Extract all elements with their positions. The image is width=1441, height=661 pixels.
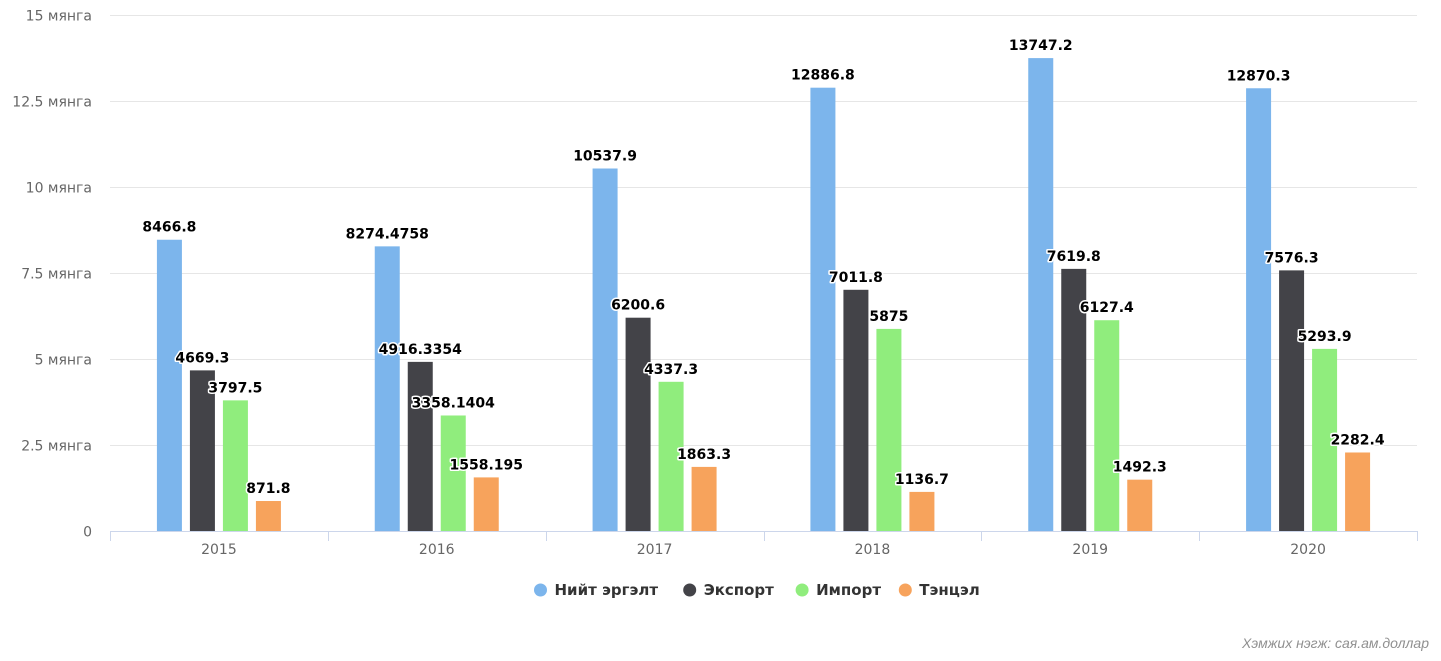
bar[interactable] (255, 501, 281, 531)
bars (156, 58, 1371, 532)
legend-marker-icon (795, 583, 809, 597)
bar[interactable] (374, 246, 400, 531)
data-label: 5293.9 (1298, 329, 1352, 345)
y-tick-label: 5 мянга (35, 353, 92, 369)
legend-item[interactable]: Нийт эргэлт (534, 581, 658, 599)
y-axis-labels: 0 2.5 мянга 5 мянга 7.5 мянга 10 мянга 12.5 м… (12, 9, 92, 541)
data-label: 6200.6 (611, 298, 665, 314)
data-label: 3358.1404 (412, 395, 496, 411)
bar[interactable] (843, 289, 869, 531)
bar[interactable] (1279, 270, 1305, 531)
x-tick-label: 2016 (419, 542, 455, 558)
legend-item[interactable]: Тэнцэл (898, 581, 980, 599)
bar[interactable] (1094, 320, 1120, 531)
data-label: 12886.8 (791, 68, 855, 84)
bar[interactable] (1246, 88, 1272, 531)
y-tick-label: 7.5 мянга (21, 267, 92, 283)
bar[interactable] (1061, 268, 1087, 531)
data-label: 7576.3 (1265, 250, 1319, 266)
bar[interactable] (1127, 479, 1153, 531)
bar[interactable] (407, 361, 433, 531)
data-label: 1558.195 (449, 457, 523, 473)
data-label: 6127.4 (1080, 300, 1134, 316)
data-label: 3797.5 (208, 380, 262, 396)
bar[interactable] (909, 491, 935, 531)
bar[interactable] (625, 317, 651, 531)
legend-label: Нийт эргэлт (555, 581, 659, 599)
legend: Нийт эргэлт Экспорт Импорт Тэнцэл (534, 581, 980, 599)
bar[interactable] (592, 168, 618, 531)
data-label: 2282.4 (1331, 432, 1385, 448)
x-tick-label: 2019 (1072, 542, 1108, 558)
bar[interactable] (691, 466, 717, 531)
x-tick-label: 2020 (1290, 542, 1326, 558)
data-label: 4337.3 (644, 362, 698, 378)
data-label: 10537.9 (573, 148, 637, 164)
data-label: 871.8 (246, 481, 290, 497)
bar[interactable] (156, 239, 182, 532)
bar[interactable] (1345, 452, 1371, 531)
bar[interactable] (189, 370, 215, 531)
x-axis: 2015 2016 2017 2018 2019 2020 (110, 531, 1418, 558)
data-label: 4916.3354 (379, 342, 463, 358)
unit-credit: Хэмжих нэгж: сая.ам.доллар (1241, 635, 1429, 651)
y-tick-label: 10 мянга (26, 181, 92, 197)
bar[interactable] (222, 400, 248, 531)
y-tick-label: 0 (83, 525, 92, 541)
legend-item[interactable]: Экспорт (683, 581, 774, 599)
bar[interactable] (1028, 58, 1054, 532)
data-label: 5875 (869, 309, 908, 325)
legend-label: Экспорт (704, 581, 774, 599)
legend-marker-icon (898, 583, 912, 597)
bar[interactable] (440, 415, 466, 531)
bar[interactable] (876, 328, 902, 531)
y-tick-label: 2.5 мянга (21, 439, 92, 455)
data-label: 8274.4758 (346, 226, 429, 242)
x-tick-label: 2017 (637, 542, 673, 558)
data-label: 12870.3 (1227, 68, 1291, 84)
data-label: 1492.3 (1113, 460, 1167, 476)
bar[interactable] (473, 477, 499, 531)
data-label: 4669.3 (175, 350, 229, 366)
data-label: 8466.8 (142, 220, 196, 236)
bar[interactable] (1312, 348, 1338, 531)
x-tick-label: 2018 (855, 542, 891, 558)
data-label: 13747.2 (1009, 38, 1073, 54)
legend-label: Импорт (816, 581, 881, 599)
data-labels: 8466.8 8274.4758 10537.9 12886.8 13747.2 1287… (141, 37, 1386, 499)
grid-lines (110, 15, 1417, 446)
legend-item[interactable]: Импорт (795, 581, 882, 599)
data-label: 1863.3 (677, 447, 731, 463)
x-tick-label: 2015 (201, 542, 237, 558)
data-label: 1136.7 (895, 472, 949, 488)
legend-marker-icon (534, 583, 547, 597)
legend-marker-icon (683, 583, 697, 597)
data-label: 7011.8 (829, 270, 883, 286)
bar[interactable] (658, 381, 684, 531)
data-label: 7619.8 (1047, 249, 1101, 265)
y-tick-label: 12.5 мянга (12, 95, 92, 111)
y-tick-label: 15 мянга (26, 9, 92, 25)
legend-label: Тэнцэл (919, 581, 979, 599)
bar[interactable] (810, 87, 836, 531)
